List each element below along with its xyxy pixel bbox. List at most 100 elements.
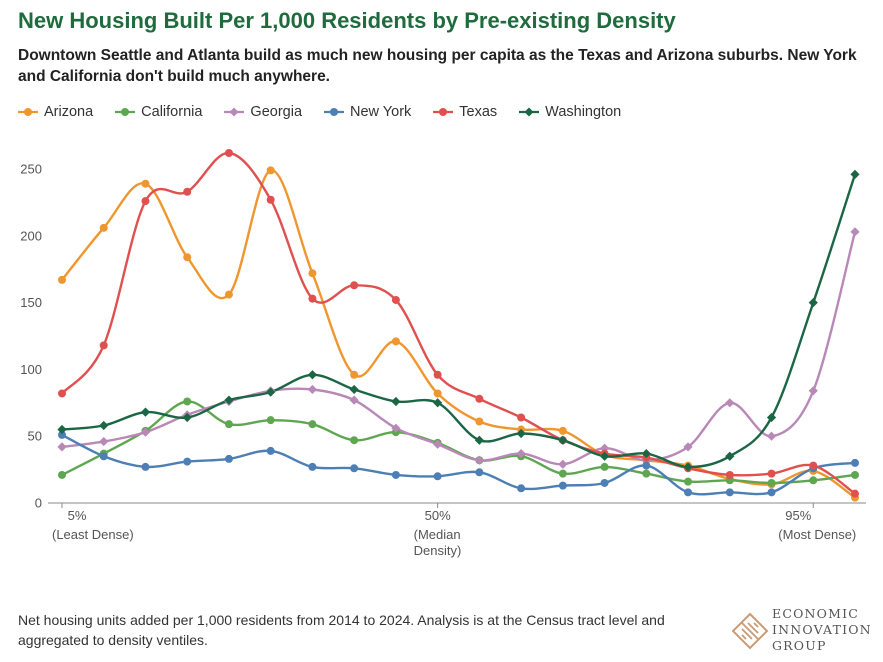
data-point-california — [851, 470, 859, 479]
data-point-georgia — [599, 443, 610, 453]
y-tick-label: 50 — [28, 429, 42, 444]
data-point-texas — [809, 461, 818, 470]
series-markers-layer — [57, 149, 860, 502]
x-tick-label: 95% — [785, 508, 811, 523]
data-point-washington — [766, 412, 777, 423]
data-point-california — [266, 416, 275, 425]
y-tick-label: 200 — [20, 228, 42, 243]
legend-label: Washington — [545, 104, 622, 120]
data-point-washington — [808, 298, 818, 308]
data-point-georgia — [516, 448, 526, 459]
legend-label: Texas — [459, 104, 498, 120]
data-point-new-york — [558, 481, 567, 490]
data-point-new-york — [224, 454, 233, 463]
legend-label: Arizona — [44, 104, 94, 120]
y-tick-label: 0 — [35, 496, 42, 511]
data-point-washington — [683, 462, 693, 472]
data-point-texas — [183, 187, 192, 196]
data-point-georgia — [349, 395, 359, 405]
legend-item-georgia: Georgia — [224, 104, 302, 120]
data-point-georgia — [725, 398, 735, 408]
logo-line-1: ECONOMIC — [772, 606, 860, 621]
data-point-georgia — [474, 455, 484, 465]
data-point-texas — [725, 470, 734, 479]
data-point-new-york — [58, 430, 66, 439]
data-point-georgia — [140, 427, 151, 437]
line-chart: 0 50 100 150 200 250 5% (Least Dense) 50% (Median… — [20, 149, 866, 558]
data-point-texas — [475, 394, 484, 403]
data-point-washington — [516, 428, 526, 439]
data-point-new-york — [266, 446, 275, 455]
data-point-new-york — [767, 488, 776, 497]
data-point-california — [183, 397, 192, 406]
data-point-california — [58, 470, 66, 479]
data-point-washington — [850, 169, 860, 179]
legend-label: Georgia — [250, 104, 303, 120]
data-point-washington — [391, 396, 401, 407]
axes-layer: 0 50 100 150 200 250 5% (Least Dense) 50% (Median… — [20, 162, 866, 558]
y-tick-label: 100 — [20, 362, 42, 377]
eig-logo-icon — [732, 612, 769, 650]
data-point-new-york — [350, 464, 359, 473]
data-point-georgia — [683, 442, 693, 452]
data-point-california — [684, 477, 693, 486]
x-tick-label: 50% — [425, 508, 451, 523]
data-point-arizona — [224, 290, 233, 299]
chart-title: New Housing Built Per 1,000 Residents by… — [18, 8, 676, 33]
data-point-washington — [474, 435, 484, 445]
x-tick-sublabel: (Least Dense) — [52, 527, 134, 542]
data-point-washington — [224, 395, 234, 405]
data-point-texas — [517, 413, 526, 422]
data-point-california — [642, 469, 651, 478]
data-point-california — [809, 476, 818, 485]
x-tick-sublabel: (Most Dense) — [778, 527, 856, 542]
data-point-arizona — [558, 426, 567, 435]
logo-line-2: INNOVATION — [772, 622, 872, 637]
data-point-texas — [433, 370, 442, 379]
data-point-washington — [599, 451, 610, 461]
series-line-texas — [60, 151, 857, 495]
data-point-california — [767, 478, 776, 487]
data-point-california — [308, 420, 317, 429]
data-point-texas — [266, 195, 275, 204]
data-point-new-york — [725, 488, 734, 497]
data-point-washington — [433, 398, 443, 408]
data-point-california — [350, 436, 359, 445]
data-point-arizona — [475, 417, 484, 426]
data-point-arizona — [99, 223, 108, 232]
data-point-georgia — [307, 384, 318, 395]
data-point-georgia — [850, 227, 860, 237]
data-point-washington — [182, 412, 192, 423]
series-line-georgia — [60, 230, 857, 466]
data-point-arizona — [308, 269, 317, 278]
data-point-washington — [307, 370, 318, 380]
data-point-new-york — [141, 462, 150, 471]
data-point-washington — [725, 451, 735, 461]
data-point-washington — [558, 435, 568, 445]
data-point-texas — [141, 197, 150, 206]
x-tick-sublabel: (Median Density) — [414, 527, 462, 558]
data-point-california — [558, 469, 567, 478]
legend-swatch-texas — [433, 108, 454, 116]
eig-logo-text: ECONOMIC INNOVATION GROUP — [772, 606, 872, 654]
series-line-new-york — [60, 433, 857, 496]
data-point-arizona — [266, 166, 275, 175]
data-point-new-york — [851, 458, 859, 467]
data-point-texas — [224, 149, 233, 158]
data-point-washington — [641, 448, 651, 459]
data-point-texas — [391, 295, 400, 304]
data-point-california — [224, 420, 233, 429]
legend-swatch-georgia — [224, 107, 245, 117]
legend-item-california: California — [115, 104, 202, 120]
data-point-washington — [57, 424, 67, 435]
data-point-texas — [767, 469, 776, 478]
series-line-washington — [60, 173, 857, 469]
data-point-georgia — [57, 442, 67, 452]
series-lines-layer — [60, 151, 857, 499]
data-point-new-york — [183, 457, 192, 466]
series-line-california — [60, 400, 857, 485]
chart-legend: Arizona California Georgia New York Texas Was… — [18, 104, 643, 120]
data-point-arizona — [350, 370, 359, 379]
data-point-washington — [349, 384, 359, 395]
legend-item-arizona: Arizona — [18, 104, 93, 120]
